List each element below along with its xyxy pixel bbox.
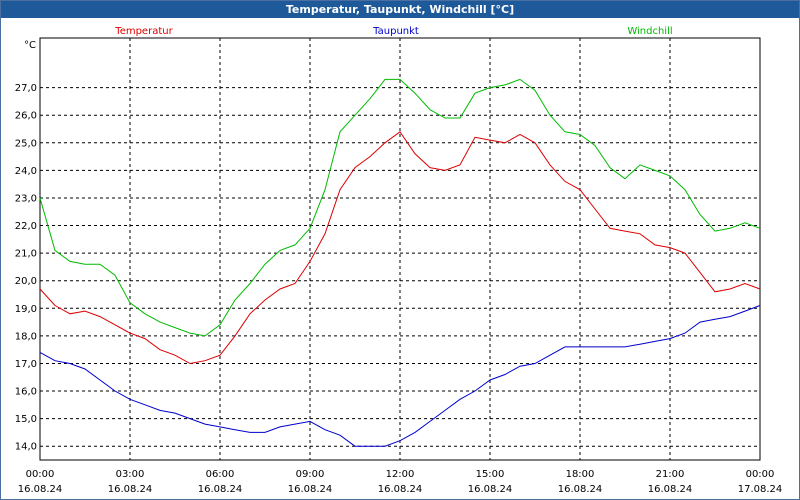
x-tick-date: 16.08.24 [108,484,153,495]
y-tick-label: 19,0 [15,304,37,315]
series-line-taupunkt [39,305,761,447]
grid [40,38,760,460]
y-tick-label: 23,0 [15,193,37,204]
series-line-windchill [39,78,761,337]
x-tick-time: 03:00 [116,469,145,480]
x-tick-time: 15:00 [476,469,505,480]
legend-temperatur: Temperatur [114,26,173,37]
y-tick-label: 25,0 [15,138,37,149]
y-tick-label: 24,0 [15,166,37,177]
x-tick-time: 00:00 [746,469,775,480]
y-tick-label: 27,0 [15,83,37,94]
y-tick-label: 26,0 [15,111,37,122]
x-tick-date: 16.08.24 [18,484,63,495]
y-tick-label: 16,0 [15,387,37,398]
x-tick-date: 16.08.24 [198,484,243,495]
legend-taupunkt: Taupunkt [372,26,419,37]
series-lines [39,78,761,447]
x-tick-time: 12:00 [386,469,415,480]
axes: 14,0 15,0 16,0 17,0 18,0 19,0 20,0 21,0 22,0 23,0… [15,37,783,495]
y-tick-label: 17,0 [15,359,37,370]
y-tick-label: 18,0 [15,331,37,342]
window-title: Temperatur, Taupunkt, Windchill [°C] [1,1,799,18]
plot-frame [39,37,761,461]
x-tick-time: 09:00 [296,469,325,480]
y-tick-label: 20,0 [15,276,37,287]
x-tick-date: 16.08.24 [558,484,603,495]
legend: Temperatur Taupunkt Windchill [114,26,672,37]
y-tick-label: 14,0 [15,442,37,453]
x-tick-date: 16.08.24 [378,484,423,495]
legend-windchill: Windchill [627,26,672,37]
y-tick-label: 22,0 [15,221,37,232]
x-tick-time: 21:00 [656,469,685,480]
y-axis-unit: °C [24,40,36,51]
y-tick-label: 21,0 [15,249,37,260]
x-tick-time: 18:00 [566,469,595,480]
x-tick-date: 16.08.24 [468,484,513,495]
x-tick-date: 16.08.24 [288,484,333,495]
x-tick-date: 17.08.24 [738,484,783,495]
x-tick-time: 06:00 [206,469,235,480]
series-line-temperatur [39,131,761,365]
x-tick-date: 16.08.24 [648,484,693,495]
y-tick-label: 15,0 [15,414,37,425]
x-tick-time: 00:00 [26,469,55,480]
